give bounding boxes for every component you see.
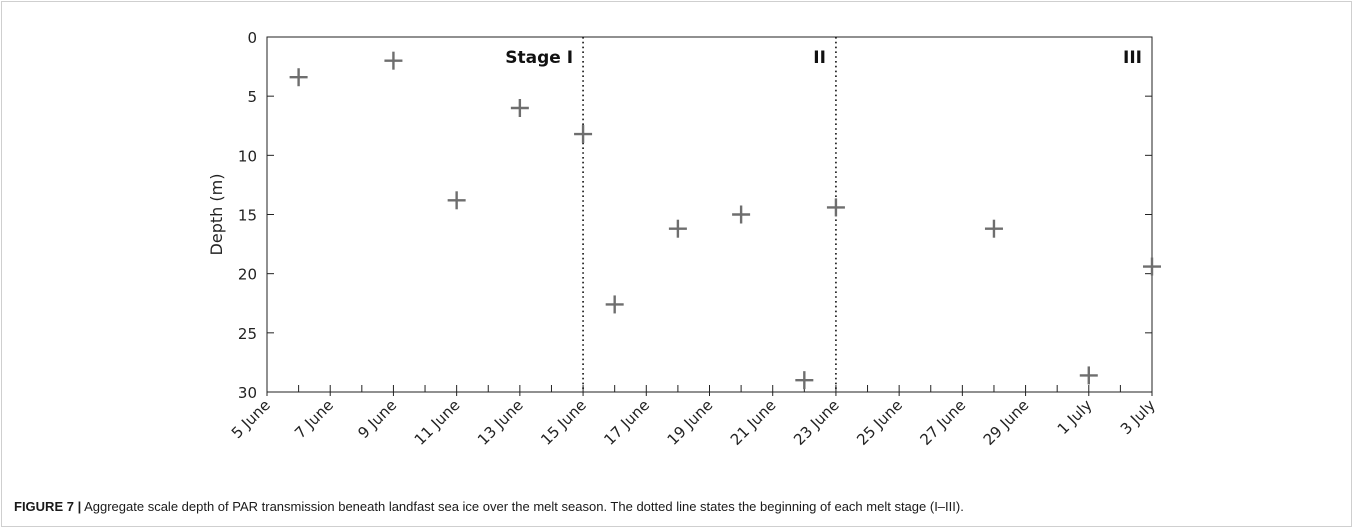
data-point <box>1143 257 1161 276</box>
stage-label: II <box>813 48 826 68</box>
x-tick-label: 17 June <box>600 396 653 449</box>
y-tick-label: 15 <box>238 207 257 225</box>
data-point <box>510 99 529 117</box>
x-tick-label: 25 June <box>853 396 906 449</box>
data-point <box>384 51 403 70</box>
stage-label: III <box>1123 48 1142 68</box>
x-tick-label: 5 June <box>228 396 274 442</box>
y-tick-label: 20 <box>238 266 257 284</box>
y-tick-label: 5 <box>247 88 257 106</box>
x-tick-label: 15 June <box>537 396 590 449</box>
data-point <box>605 295 624 314</box>
x-tick-label: 21 June <box>727 396 780 449</box>
x-tick-label: 23 June <box>790 396 843 449</box>
data-point <box>447 191 466 210</box>
data-point <box>795 371 814 390</box>
y-tick-label: 0 <box>247 29 257 47</box>
x-tick-label: 29 June <box>980 396 1033 449</box>
data-point <box>732 205 751 224</box>
x-tick-label: 1 July <box>1054 396 1096 438</box>
data-point <box>984 219 1003 238</box>
y-axis-label: Depth (m) <box>207 174 226 256</box>
x-tick-label: 7 June <box>291 396 337 442</box>
data-point <box>668 219 687 238</box>
x-tick-label: 13 June <box>474 396 527 449</box>
y-tick-label: 25 <box>238 325 257 343</box>
plot-area-border <box>266 36 1153 393</box>
x-tick-label: 9 June <box>354 396 400 442</box>
figure-caption: FIGURE 7 | Aggregate scale depth of PAR … <box>14 499 1349 514</box>
x-tick-label: 3 July <box>1117 396 1159 438</box>
x-tick-label: 11 June <box>411 396 464 449</box>
x-tick-label: 27 June <box>916 396 969 449</box>
data-point <box>1079 366 1098 385</box>
y-tick-label: 10 <box>238 147 257 165</box>
data-point <box>826 198 845 217</box>
figure-label: FIGURE 7 | <box>14 499 82 514</box>
x-tick-label: 19 June <box>664 396 717 449</box>
y-tick-label: 30 <box>238 384 257 402</box>
data-point <box>574 125 593 144</box>
stage-label: Stage I <box>505 48 573 68</box>
data-point <box>289 68 308 87</box>
caption-text: Aggregate scale depth of PAR transmissio… <box>81 499 964 514</box>
